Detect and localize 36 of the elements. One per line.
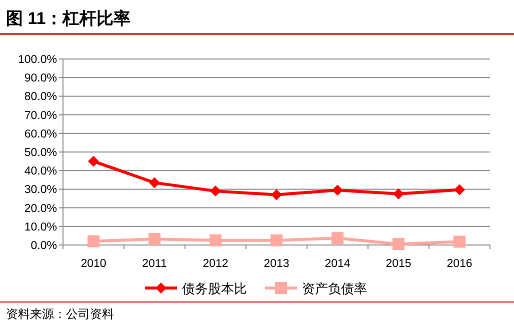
y-tick-label: 90.0% — [24, 72, 57, 85]
chart-title: 图 11：杠杆比率 — [6, 9, 131, 28]
x-tick-label: 2011 — [142, 258, 167, 270]
y-tick-label: 20.0% — [24, 202, 57, 215]
y-tick-label: 50.0% — [24, 147, 57, 159]
y-tick-label: 70.0% — [24, 110, 57, 122]
point — [332, 232, 344, 244]
x-tick-label: 2016 — [446, 258, 472, 270]
legend-label: 资产负债率 — [302, 281, 367, 296]
point — [454, 236, 466, 248]
y-tick-label: 60.0% — [24, 128, 57, 140]
point — [454, 184, 465, 196]
x-tick-label: 2014 — [324, 258, 351, 270]
text: 资料来源：公司资料 — [6, 307, 114, 321]
y-tick-label: 10.0% — [24, 221, 57, 234]
y-tick-label: 0.0% — [30, 240, 57, 252]
point — [210, 234, 222, 246]
point — [148, 233, 160, 246]
x-tick-label: 2015 — [386, 258, 412, 270]
point — [88, 156, 99, 167]
y-tick-label: 40.0% — [24, 166, 57, 178]
y-tick-label: 100.0% — [18, 54, 57, 66]
legend-label: 债务股本比 — [182, 281, 247, 296]
y-tick-label: 80.0% — [24, 91, 57, 104]
point — [270, 234, 282, 246]
point — [149, 177, 160, 188]
point — [88, 235, 100, 248]
point — [210, 186, 221, 197]
x-tick-label: 2013 — [264, 258, 290, 270]
y-tick-label: 30.0% — [24, 184, 57, 196]
point — [393, 188, 404, 200]
point — [332, 184, 343, 196]
x-tick-label: 2010 — [80, 258, 106, 270]
x-tick-label: 2012 — [202, 258, 228, 270]
point — [271, 189, 282, 200]
point — [392, 238, 404, 250]
